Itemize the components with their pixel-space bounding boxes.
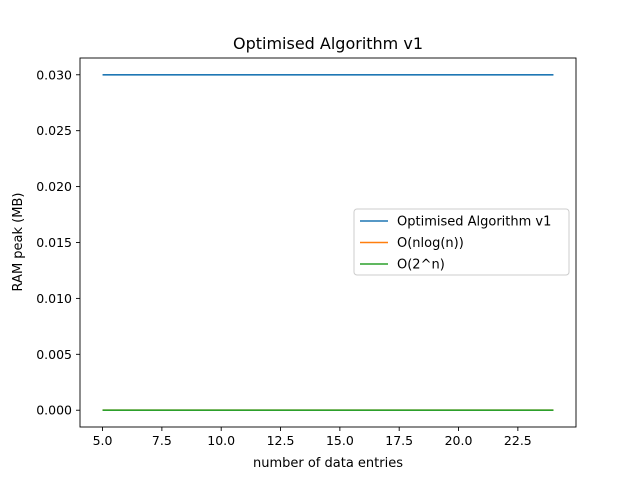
legend: Optimised Algorithm v1 O(nlog(n)) O(2^n) bbox=[353, 208, 570, 276]
legend-label: O(2^n) bbox=[397, 258, 445, 273]
legend-label: O(nlog(n)) bbox=[397, 236, 464, 251]
y-tick-label: 0.005 bbox=[36, 347, 72, 362]
x-tick-label: 5.0 bbox=[93, 433, 113, 448]
x-tick-label: 17.5 bbox=[385, 433, 413, 448]
legend-box bbox=[353, 208, 570, 276]
x-axis-ticks: 5.0 7.5 10.0 12.5 15.0 17.5 20.0 22.5 bbox=[93, 427, 532, 448]
legend-label: Optimised Algorithm v1 bbox=[397, 215, 551, 230]
x-tick-label: 10.0 bbox=[207, 433, 235, 448]
chart-title: Optimised Algorithm v1 bbox=[233, 34, 423, 53]
y-tick-label: 0.030 bbox=[36, 67, 72, 82]
x-axis-label: number of data entries bbox=[253, 456, 403, 471]
y-axis-label: RAM peak (MB) bbox=[11, 193, 26, 292]
y-tick-label: 0.015 bbox=[36, 235, 72, 250]
x-tick-label: 7.5 bbox=[152, 433, 172, 448]
y-axis-ticks: 0.000 0.005 0.010 0.015 0.020 0.025 0.030 bbox=[36, 67, 80, 418]
y-tick-label: 0.010 bbox=[36, 291, 72, 306]
y-tick-label: 0.025 bbox=[36, 123, 72, 138]
x-tick-label: 15.0 bbox=[326, 433, 354, 448]
series-lines bbox=[102, 73, 554, 412]
x-tick-label: 20.0 bbox=[445, 433, 473, 448]
y-tick-label: 0.000 bbox=[36, 403, 72, 418]
y-tick-label: 0.020 bbox=[36, 179, 72, 194]
plot-frame bbox=[79, 57, 577, 428]
x-tick-label: 22.5 bbox=[504, 433, 532, 448]
x-tick-label: 12.5 bbox=[267, 433, 295, 448]
